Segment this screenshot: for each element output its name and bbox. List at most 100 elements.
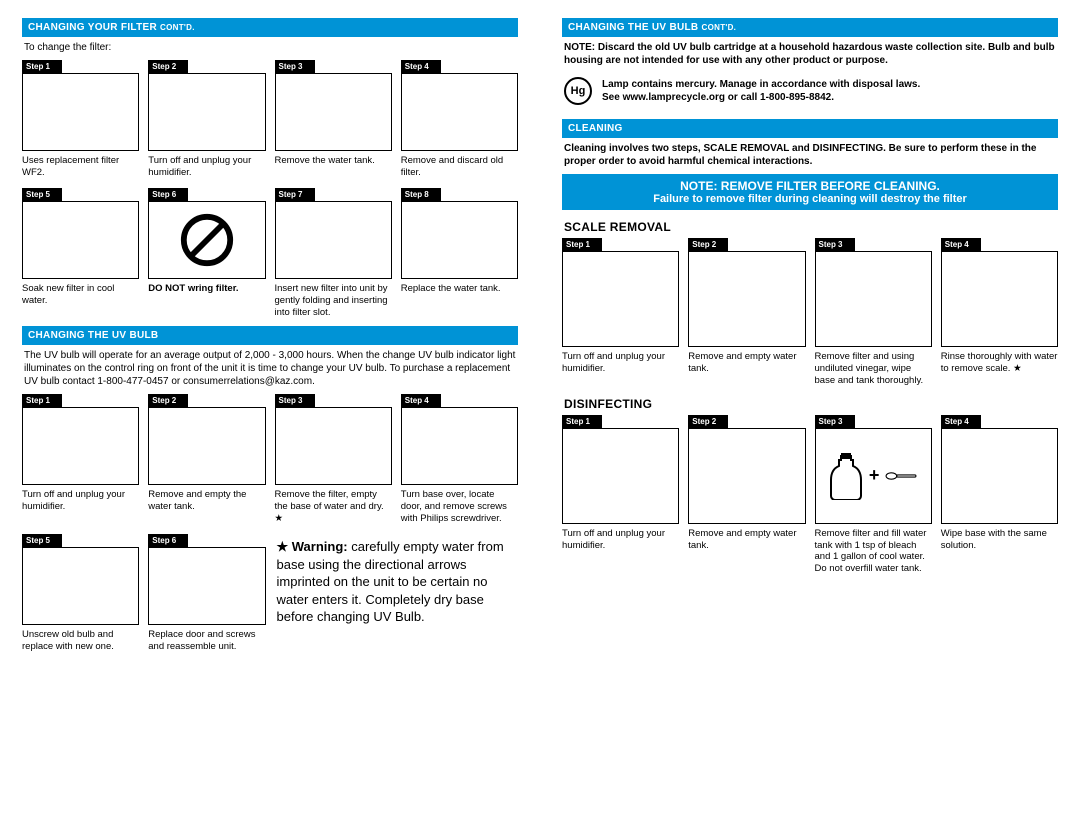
mercury-warning-row: Hg Lamp contains mercury. Manage in acco… xyxy=(564,77,1056,105)
step: Step 3 Remove filter and using undiluted … xyxy=(815,238,932,387)
filter-header-sub: CONT'D. xyxy=(160,23,195,32)
step-illustration-box xyxy=(401,407,518,485)
step: Step 5 Soak new filter in cool water. xyxy=(22,188,139,319)
step-label: Step 5 xyxy=(22,534,62,547)
step-caption: Uses replacement filter WF2. xyxy=(22,155,139,179)
uvbulb2-note: NOTE: Discard the old UV bulb cartridge … xyxy=(564,41,1056,67)
step: Step 3+Remove filter and fill water tank… xyxy=(815,415,932,576)
step-label: Step 7 xyxy=(275,188,315,201)
step-label: Step 3 xyxy=(275,60,315,73)
scale-header: SCALE REMOVAL xyxy=(564,220,1056,234)
step-caption: Remove and empty water tank. xyxy=(688,528,805,552)
step-illustration-box xyxy=(275,73,392,151)
step-caption: Replace the water tank. xyxy=(401,283,518,295)
note-band-t1: NOTE: REMOVE FILTER BEFORE CLEANING. xyxy=(572,179,1048,193)
step: Step 3Remove the filter, empty the base … xyxy=(275,394,392,525)
step-caption: Soak new filter in cool water. xyxy=(22,283,139,307)
step: Step 3 Remove the water tank. xyxy=(275,60,392,179)
step-illustration-box xyxy=(941,251,1058,347)
step: Step 4Remove and discard old filter. xyxy=(401,60,518,179)
step-caption: Turn off and unplug your humidifier. xyxy=(562,351,679,375)
step-label: Step 2 xyxy=(688,415,728,428)
step: Step 5 Unscrew old bulb and replace with … xyxy=(22,534,139,653)
cleaning-note-band: NOTE: REMOVE FILTER BEFORE CLEANING. Fai… xyxy=(562,174,1058,210)
filter-intro: To change the filter: xyxy=(24,41,516,54)
disinfect-header: DISINFECTING xyxy=(564,397,1056,411)
step: Step 8Replace the water tank. xyxy=(401,188,518,319)
hg-text: Lamp contains mercury. Manage in accorda… xyxy=(602,78,920,104)
step-illustration-box xyxy=(22,407,139,485)
step-illustration-box xyxy=(815,251,932,347)
cleaning-intro: Cleaning involves two steps, SCALE REMOV… xyxy=(564,142,1056,168)
step-label: Step 2 xyxy=(148,394,188,407)
scale-steps-grid: Step 1 Turn off and unplug your humidifie… xyxy=(562,238,1058,387)
step-caption: Turn off and unplug your humidifier. xyxy=(148,155,265,179)
step-caption: Turn base over, locate door, and remove … xyxy=(401,489,518,525)
uvbulb-steps-grid: Step 1Turn off and unplug your humidifie… xyxy=(22,394,518,652)
step-caption: Unscrew old bulb and replace with new on… xyxy=(22,629,139,653)
step-caption: Turn off and unplug your humidifier. xyxy=(22,489,139,513)
left-column: CHANGING YOUR FILTER CONT'D. To change t… xyxy=(22,18,518,816)
step-illustration-box xyxy=(401,201,518,279)
right-column: CHANGING THE UV BULB CONT'D. NOTE: Disca… xyxy=(562,18,1058,816)
step-label: Step 1 xyxy=(22,60,62,73)
step: Step 2Remove and empty the water tank. xyxy=(148,394,265,525)
step: Step 6DO NOT wring filter. xyxy=(148,188,265,319)
step-caption: Rinse thoroughly with water to remove sc… xyxy=(941,351,1058,375)
uvbulb2-header: CHANGING THE UV BULB CONT'D. xyxy=(562,18,1058,37)
step-label: Step 6 xyxy=(148,534,188,547)
step-caption: Remove filter and using undiluted vinega… xyxy=(815,351,932,387)
uvbulb2-header-sub: CONT'D. xyxy=(702,23,737,32)
step-illustration-box xyxy=(941,428,1058,524)
hg-line1: Lamp contains mercury. Manage in accorda… xyxy=(602,78,920,91)
step-caption: Wipe base with the same solution. xyxy=(941,528,1058,552)
step-illustration-box xyxy=(22,73,139,151)
step: Step 1 Turn off and unplug your humidifie… xyxy=(562,238,679,387)
step-label: Step 4 xyxy=(941,238,981,251)
step-label: Step 4 xyxy=(401,394,441,407)
step: Step 2Turn off and unplug your humidifie… xyxy=(148,60,265,179)
step-caption: Turn off and unplug your humidifier. xyxy=(562,528,679,552)
step-illustration-box xyxy=(22,201,139,279)
step-illustration-box xyxy=(562,251,679,347)
hg-icon: Hg xyxy=(564,77,592,105)
step-label: Step 3 xyxy=(815,238,855,251)
step: Step 4 Rinse thoroughly with water to rem… xyxy=(941,238,1058,387)
step: Step 6 Replace door and screws and reasse… xyxy=(148,534,265,653)
step-label: Step 1 xyxy=(562,238,602,251)
step-illustration-box xyxy=(22,547,139,625)
step-label: Step 3 xyxy=(815,415,855,428)
uvbulb-intro: The UV bulb will operate for an average … xyxy=(24,349,516,388)
step-illustration-box xyxy=(688,251,805,347)
disinfect-steps-grid: Step 1Turn off and unplug your humidifie… xyxy=(562,415,1058,576)
step-illustration-box xyxy=(275,407,392,485)
step-illustration-box xyxy=(148,547,265,625)
step-illustration-box: + xyxy=(815,428,932,524)
uvbulb2-header-text: CHANGING THE UV BULB xyxy=(568,22,702,33)
hg-line2: See www.lamprecycle.org or call 1-800-89… xyxy=(602,91,920,104)
step-caption: Remove and discard old filter. xyxy=(401,155,518,179)
step: Step 4 Turn base over, locate door, and r… xyxy=(401,394,518,525)
filter-header-text: CHANGING YOUR FILTER xyxy=(28,22,160,33)
step-caption: Insert new filter into unit by gently fo… xyxy=(275,283,392,319)
step-label: Step 5 xyxy=(22,188,62,201)
step-illustration-box xyxy=(148,201,265,279)
filter-header: CHANGING YOUR FILTER CONT'D. xyxy=(22,18,518,37)
step-label: Step 6 xyxy=(148,188,188,201)
step: Step 1 Uses replacement filter WF2. xyxy=(22,60,139,179)
step-caption: Remove the filter, empty the base of wat… xyxy=(275,489,392,525)
step-illustration-box xyxy=(275,201,392,279)
step: Step 2 Remove and empty water tank. xyxy=(688,238,805,387)
step: Step 7 Insert new filter into unit by gen… xyxy=(275,188,392,319)
step-illustration-box xyxy=(148,73,265,151)
step: Step 1Turn off and unplug your humidifie… xyxy=(562,415,679,576)
step-caption: Remove and empty water tank. xyxy=(688,351,805,375)
step: Step 4Wipe base with the same solution. xyxy=(941,415,1058,576)
step-caption: Remove the water tank. xyxy=(275,155,392,167)
step-label: Step 2 xyxy=(688,238,728,251)
uv-warning-text: ★ Warning: carefully empty water from ba… xyxy=(275,534,519,653)
step-illustration-box xyxy=(401,73,518,151)
step: Step 1Turn off and unplug your humidifie… xyxy=(22,394,139,525)
step-caption: Replace door and screws and reassemble u… xyxy=(148,629,265,653)
step-illustration-box xyxy=(688,428,805,524)
